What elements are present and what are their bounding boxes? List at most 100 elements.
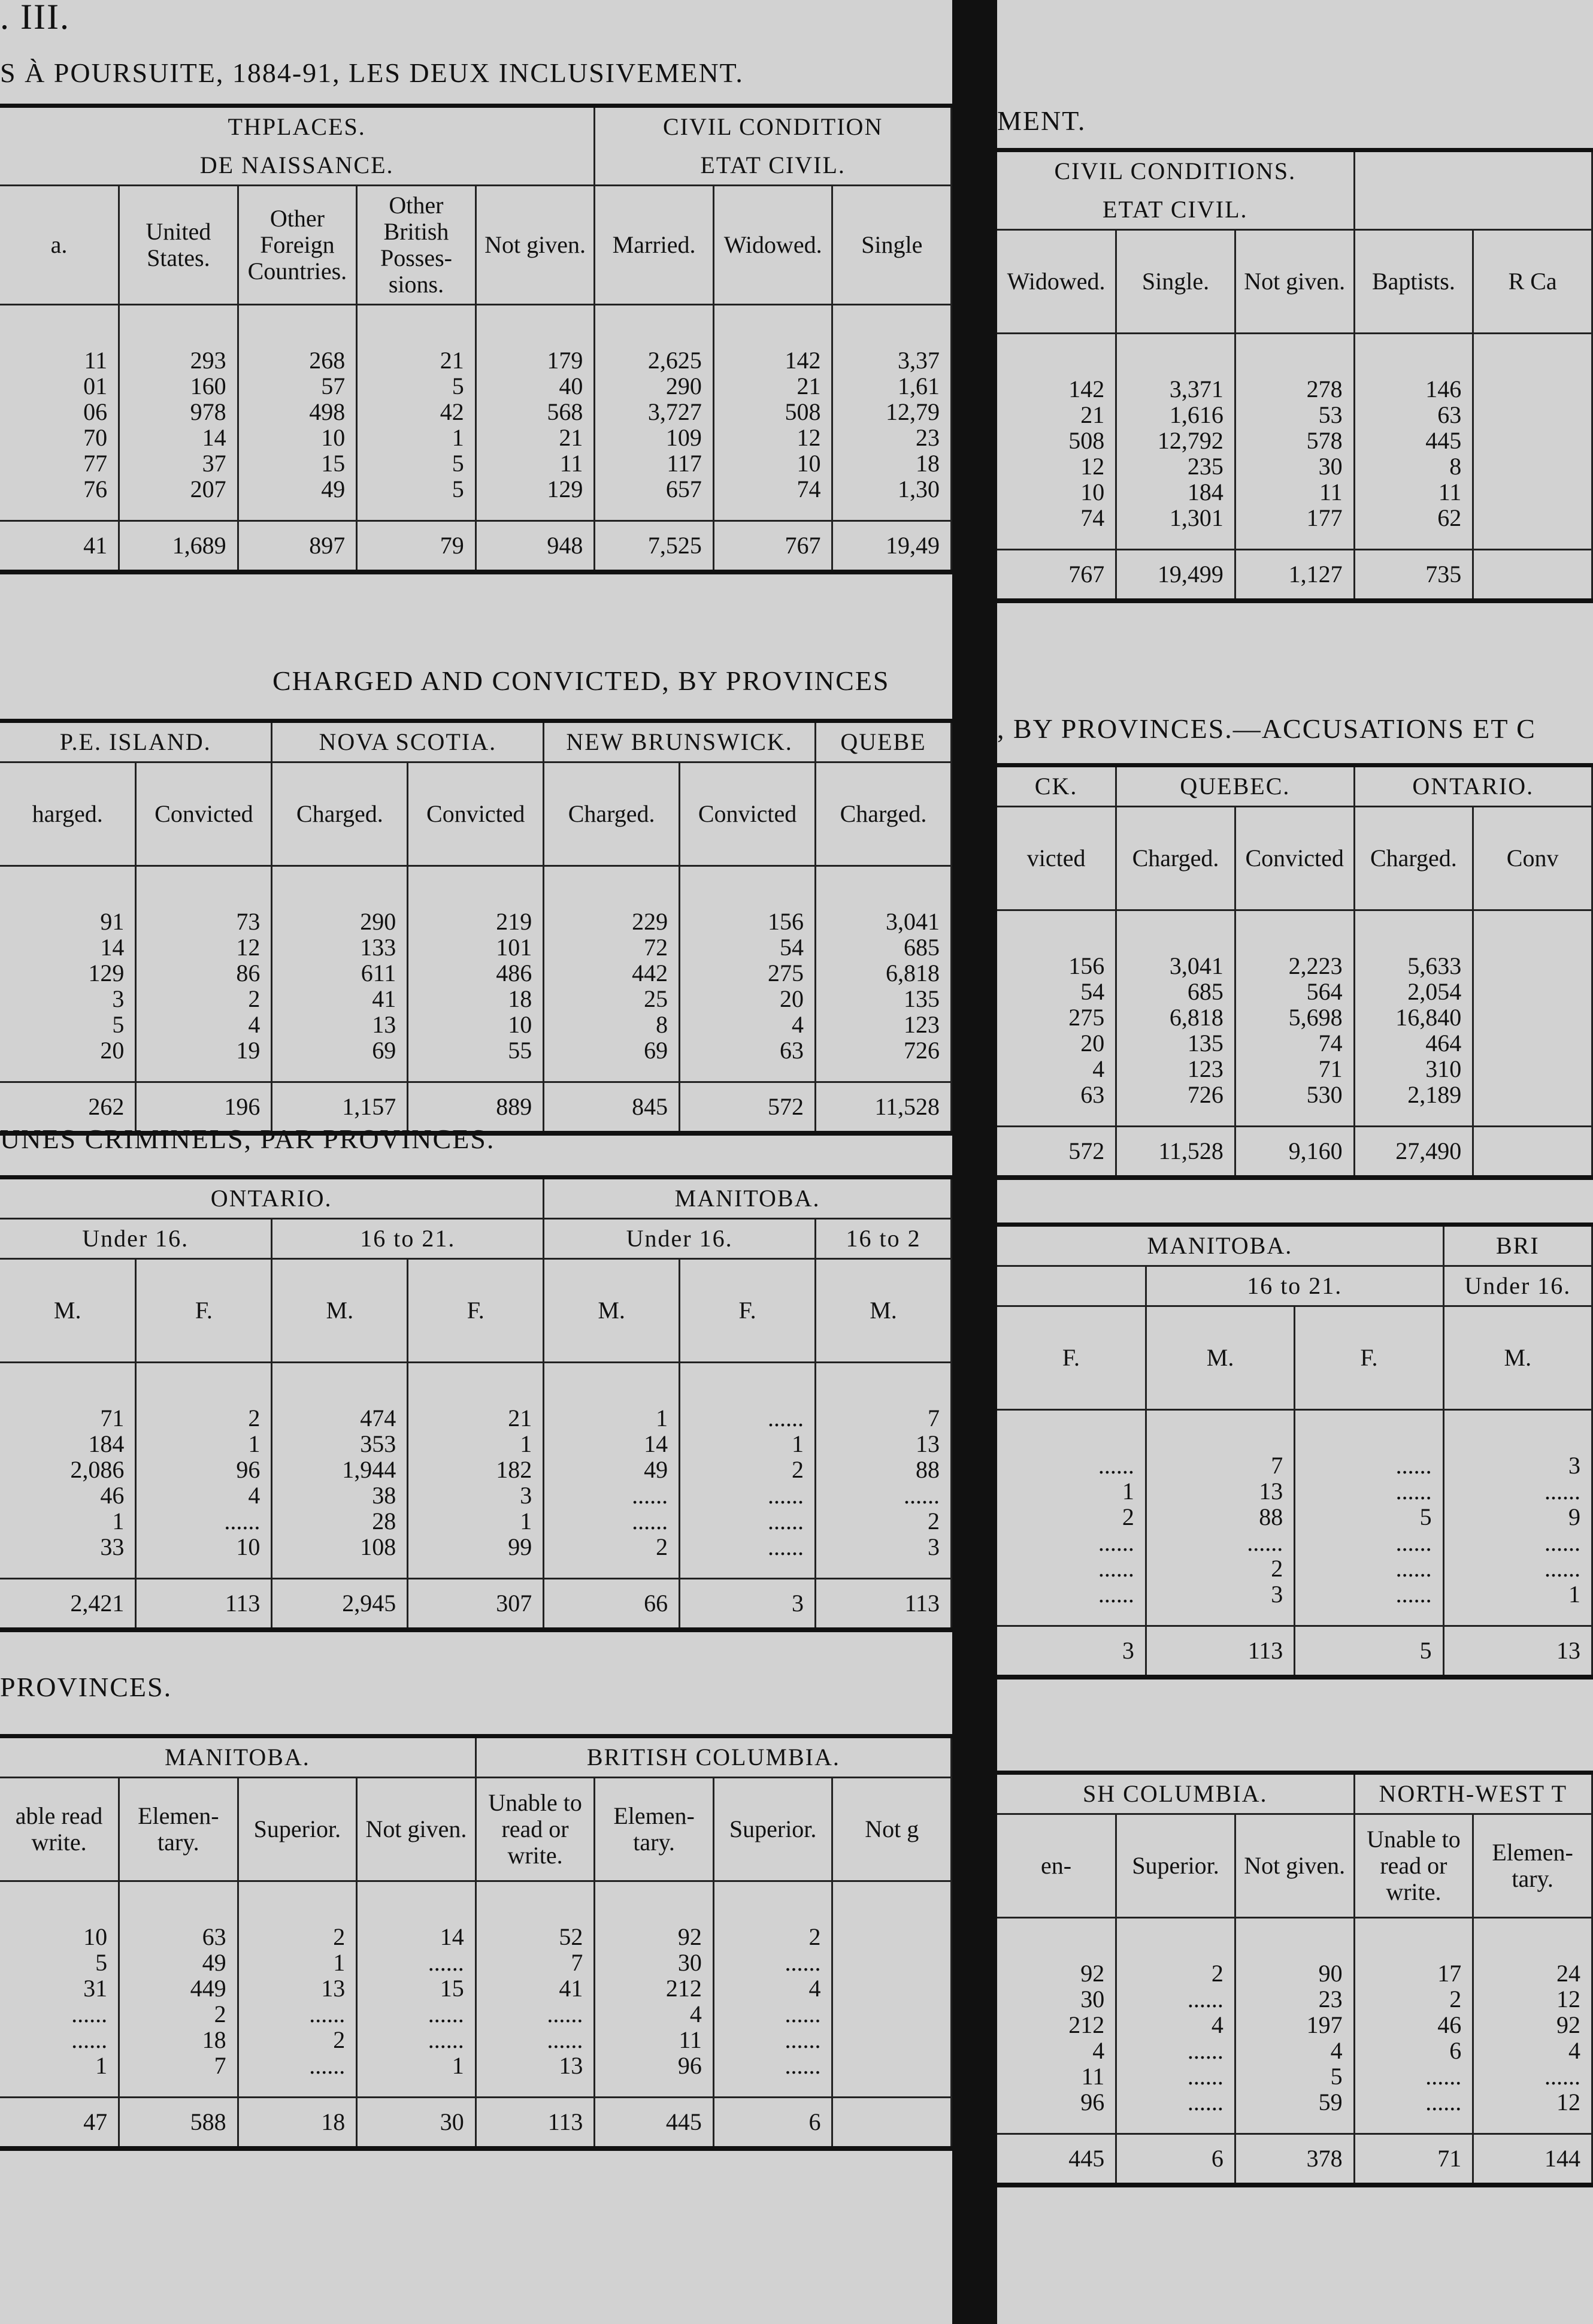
cell: 49 — [543, 1457, 681, 1482]
subgroup-header: Under 16. — [543, 1218, 817, 1260]
column-header: Not given. — [476, 185, 596, 305]
cell: 46 — [0, 1482, 137, 1508]
cell: 3 — [1443, 1409, 1593, 1478]
data-row: 275 6,818 5,698 16,840 — [997, 1004, 1593, 1030]
column-header: M. — [271, 1258, 409, 1363]
group-label: DE NAISSANCE. — [199, 152, 394, 178]
column-header: Single — [832, 185, 952, 305]
total-cell: 1,689 — [119, 520, 239, 572]
total-cell: 6 — [713, 2096, 834, 2149]
cell: 21 — [356, 304, 477, 373]
cell: 235 — [1116, 453, 1236, 479]
cell: 88 — [1146, 1504, 1296, 1530]
cell — [1473, 428, 1593, 453]
group-label: QUEBE — [840, 728, 926, 755]
column-header: M. — [0, 1258, 137, 1363]
total-cell: 11,528 — [1116, 1125, 1236, 1178]
cell: 1,30 — [832, 476, 952, 521]
cell: 53 — [1235, 402, 1355, 428]
data-row: 91 73 290 219 229 156 3,041 — [0, 866, 952, 934]
cell: 7 — [815, 1362, 952, 1431]
cell: 1 — [0, 1508, 137, 1534]
column-row: F. M. F. M. — [997, 1306, 1593, 1411]
total-cell: 1,157 — [271, 1081, 409, 1133]
cell: 9 — [1443, 1504, 1593, 1530]
data-row: 20 19 69 55 69 63 726 — [0, 1037, 952, 1082]
cell: 4 — [1116, 2012, 1236, 2038]
column-header: F. — [135, 1258, 273, 1363]
column-header: Charged. — [1354, 806, 1474, 911]
cell: 63 — [119, 1881, 239, 1950]
cell: 11 — [594, 2027, 714, 2053]
cell: 1 — [1443, 1581, 1593, 1626]
cell — [1473, 1004, 1593, 1030]
cell: 3,041 — [1116, 910, 1236, 979]
cell: 474 — [271, 1362, 409, 1431]
cell: 5 — [1294, 1504, 1444, 1530]
totals-row: 3 113 5 13 — [997, 1625, 1593, 1677]
cell: 310 — [1354, 1056, 1474, 1082]
cell: 15 — [238, 450, 358, 476]
cell: 1 — [238, 1950, 358, 1975]
cell: 88 — [815, 1457, 952, 1482]
cell: 486 — [407, 960, 545, 986]
cell: ...... — [135, 1508, 273, 1534]
cell: 20 — [997, 1030, 1117, 1056]
cell: 6,818 — [1116, 1004, 1236, 1030]
cell: 156 — [997, 910, 1117, 979]
cell: 21 — [997, 402, 1117, 428]
total-cell: 30 — [356, 2096, 477, 2149]
cell: 73 — [135, 866, 273, 934]
cell: ...... — [679, 1482, 817, 1508]
cell: 4 — [594, 2001, 714, 2027]
cell: 01 — [0, 373, 120, 399]
cell: 11 — [1235, 479, 1355, 505]
cell: 129 — [476, 476, 596, 521]
group-row: CK. QUEBEC. ONTARIO. — [997, 765, 1593, 807]
data-row: 5 4 13 10 8 4 123 — [0, 1012, 952, 1037]
column-header: United States. — [119, 185, 239, 305]
cell: ...... — [238, 2053, 358, 2098]
column-header: Elemen-tary. — [1473, 1814, 1593, 1918]
data-row: 1...... 28 1............ 2 — [0, 1508, 952, 1534]
total-cell: 113 — [135, 1578, 273, 1630]
column-header: Charged. — [543, 762, 681, 867]
table-head: CIVIL CONDITIONS. ETAT CIVIL. Widowed. Sing… — [997, 150, 1593, 334]
cell: ...... — [356, 1950, 477, 1975]
cell: 13 — [238, 1975, 358, 2001]
cell: 2 — [543, 1534, 681, 1579]
cell: 726 — [815, 1037, 952, 1082]
cell: 179 — [476, 304, 596, 373]
cell: 70 — [0, 425, 120, 450]
group-header: MANITOBA. — [0, 1736, 477, 1778]
table-body: 71 2 474 21 1...... 7 184 1 353 1 14 1 13 2,086 96 1,94… — [0, 1362, 952, 1630]
column-header: F. — [997, 1306, 1147, 1411]
group-label: NEW BRUNSWICK. — [566, 728, 793, 755]
cell — [832, 1975, 952, 2001]
data-row: 2 88 5 9 — [997, 1504, 1593, 1530]
section-title: UNES CRIMINELS, PAR PROVINCES. — [0, 1124, 495, 1154]
cell: 11 — [0, 304, 120, 373]
cell: 2 — [238, 2027, 358, 2053]
cell: 71 — [0, 1362, 137, 1431]
cell: 229 — [543, 866, 681, 934]
cell: 135 — [815, 986, 952, 1012]
data-row: 2,086 96 1,944 182 49 2 88 — [0, 1457, 952, 1482]
cell: 12,79 — [832, 399, 952, 425]
group-label: NORTH-WEST T — [1379, 1780, 1568, 1807]
table-head: SH COLUMBIA. NORTH-WEST T en- Superior. Not … — [997, 1772, 1593, 1918]
total-cell: 378 — [1235, 2133, 1355, 2185]
group-label: THPLACES. — [228, 113, 366, 140]
group-header: CIVIL CONDITIONS. ETAT CIVIL. — [997, 150, 1355, 231]
data-row: 1 13............ — [997, 1478, 1593, 1504]
data-table: SH COLUMBIA. NORTH-WEST T en- Superior. Not … — [997, 1771, 1593, 2187]
total-cell: 948 — [476, 520, 596, 572]
column-header: Elemen-tary. — [119, 1777, 239, 1882]
subgroup-header: Under 16. — [0, 1218, 273, 1260]
cell: 20 — [679, 986, 817, 1012]
cell: 3 — [407, 1482, 545, 1508]
cell: 2 — [135, 986, 273, 1012]
cell: 11 — [476, 450, 596, 476]
total-cell: 735 — [1354, 549, 1474, 601]
cell: ...... — [356, 2001, 477, 2027]
